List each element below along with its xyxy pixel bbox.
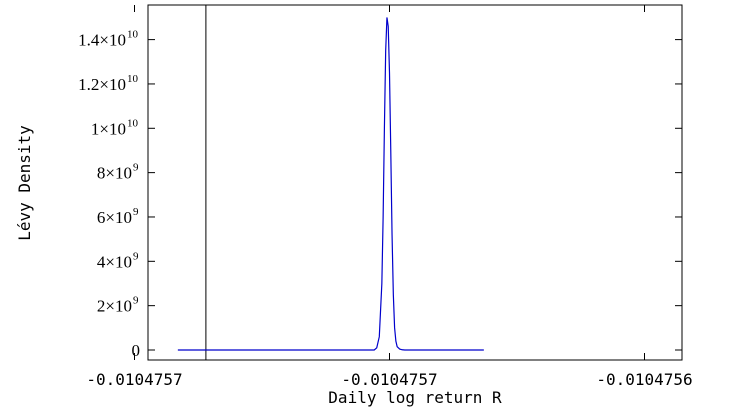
y-tick-label: 1×10 [91,119,126,138]
y-tick-label: 0 [132,341,141,360]
y-tick-exponent: 9 [133,295,139,307]
plot-frame [147,4,683,361]
y-tick-exponent: 9 [133,250,139,262]
x-tick-label: -0.0104756 [596,370,692,389]
y-tick-exponent: 10 [127,73,139,85]
y-tick-label: 6×10 [97,208,132,227]
x-axis-title: Daily log return R [328,388,502,407]
y-tick-exponent: 10 [127,117,139,129]
y-axis: 02×10 94×10 96×10 98×10 91×10 101.2×10 101.4×1… [78,29,682,360]
y-tick-label: 4×10 [97,252,132,271]
y-axis-title: Lévy Density [15,125,34,241]
y-tick-exponent: 9 [133,162,139,174]
x-tick-label: -0.0104757 [341,370,437,389]
y-tick-exponent: 9 [133,206,139,218]
x-axis: -0.0104757 -0.0104757 -0.0104756 [86,5,693,389]
y-tick-label: 1.2×10 [78,75,126,94]
density-curve [177,17,484,351]
y-tick-exponent: 10 [127,29,139,41]
y-tick-label: 8×10 [97,164,132,183]
y-tick-label: 2×10 [97,297,132,316]
y-tick-label: 1.4×10 [78,31,126,50]
x-tick-label: -0.0104757 [86,370,182,389]
